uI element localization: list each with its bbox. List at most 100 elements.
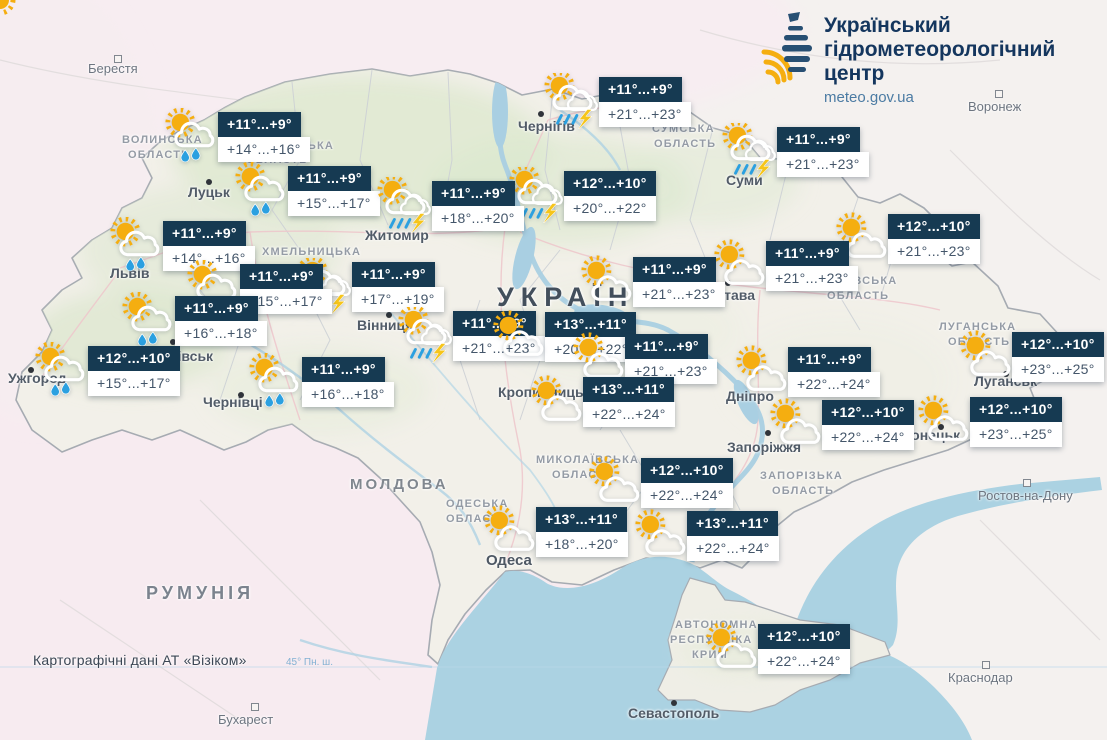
night-temperature: +12°...+10°	[822, 400, 914, 425]
map-label-city-lg: Одеса	[486, 552, 532, 569]
day-temperature: +18°...+20°	[536, 532, 628, 557]
weather-icon-sun	[577, 253, 635, 309]
map-label-city: Чернігів	[518, 118, 575, 134]
day-temperature: +22°...+24°	[641, 483, 733, 508]
map-label-city: Чернівці	[203, 394, 263, 410]
map-label-city: Вінниця	[357, 317, 414, 333]
city-marker-dot	[28, 367, 34, 373]
weather-badge: +11°...+9° +15°...+17°	[288, 166, 380, 216]
weather-badge: +13°...+11° +18°...+20°	[536, 507, 628, 557]
day-temperature: +21°...+23°	[777, 152, 869, 177]
weather-badge: +12°...+10° +21°...+23°	[888, 214, 980, 264]
day-temperature: +22°...+24°	[583, 402, 675, 427]
weather-icon-sun	[702, 620, 760, 676]
weather-badge: +11°...+9° +21°...+23°	[633, 257, 725, 307]
city-marker-dot	[538, 111, 544, 117]
weather-icon-sun	[956, 328, 1014, 384]
weather-badge: +12°...+10° +15°...+17°	[88, 346, 180, 396]
map-label-region: ОБЛАСТЬ	[654, 138, 717, 150]
city-marker-dot	[170, 339, 176, 345]
weather-icon-sun	[732, 343, 790, 399]
night-temperature: +11°...+9°	[788, 347, 871, 372]
day-temperature: +22°...+24°	[687, 536, 779, 561]
weather-icon-sun	[631, 507, 689, 563]
map-label-city: Запоріжжя	[727, 439, 802, 455]
weather-badge: +11°...+9° +16°...+18°	[175, 296, 267, 346]
map-label-foreign: Бухарест	[218, 712, 274, 727]
night-temperature: +13°...+11°	[536, 507, 627, 532]
city-marker-square	[114, 55, 122, 63]
org-name-line-1: Український	[824, 14, 951, 37]
hydromet-logo-icon	[761, 12, 812, 85]
night-temperature: +11°...+9°	[633, 257, 716, 282]
day-temperature: +16°...+18°	[175, 321, 267, 346]
night-temperature: +12°...+10°	[564, 171, 656, 196]
map-label-region: ЗАПОРІЗЬКА	[760, 470, 844, 482]
day-temperature: +23°...+25°	[1012, 357, 1104, 382]
night-temperature: +11°...+9°	[240, 264, 323, 289]
city-marker-dot	[238, 392, 244, 398]
weather-badge: +12°...+10° +22°...+24°	[822, 400, 914, 450]
map-label-region: ОДЕСЬКА	[446, 498, 509, 510]
day-temperature: +21°...+23°	[633, 282, 725, 307]
day-temperature: +21°...+23°	[888, 239, 980, 264]
night-temperature: +13°...+11°	[545, 312, 636, 337]
weather-icon-storm	[543, 73, 601, 129]
weather-icon-sun	[480, 503, 538, 559]
night-temperature: +11°...+9°	[777, 127, 860, 152]
night-temperature: +11°...+9°	[625, 334, 708, 359]
night-temperature: +12°...+10°	[1012, 332, 1104, 357]
map-label-city: Суми	[726, 172, 763, 188]
weather-badge: +11°...+9° +21°...+23°	[625, 334, 717, 384]
weather-badge: +11°...+9° +21°...+23°	[777, 127, 869, 177]
weather-badge: +11°...+9° +14°...+16°	[163, 221, 255, 271]
weather-badge: +12°...+10° +23°...+25°	[1012, 332, 1104, 382]
night-temperature: +11°...+9°	[163, 221, 246, 246]
weather-badge: +12°...+10° +22°...+24°	[641, 458, 733, 508]
map-label-region: ОБЛАСТЬ	[772, 485, 835, 497]
map-label-region: ОБЛАСТЬ	[827, 290, 890, 302]
night-temperature: +12°...+10°	[88, 346, 180, 371]
weather-badge: +13°...+11° +22°...+24°	[687, 511, 779, 561]
weather-badge: +11°...+9° +22°...+24°	[788, 347, 880, 397]
day-temperature: +14°...+16°	[218, 137, 310, 162]
day-temperature: +15°...+17°	[288, 191, 380, 216]
weather-icon-sun	[766, 396, 824, 452]
night-temperature: +11°...+9°	[352, 262, 435, 287]
map-label-region: ОБЛАСТЬ	[128, 149, 191, 161]
map-label-city: Луцьк	[188, 184, 230, 200]
city-marker-dot	[938, 424, 944, 430]
map-label-region: ЛУГАНСЬКА	[939, 321, 1017, 333]
city-marker-dot	[765, 430, 771, 436]
map-label-city: Ужгород	[8, 370, 67, 386]
night-temperature: +11°...+9°	[766, 241, 849, 266]
day-temperature: +22°...+24°	[788, 372, 880, 397]
night-temperature: +13°...+11°	[687, 511, 778, 536]
weather-icon-storm	[376, 177, 434, 233]
weather-icon-sun	[585, 454, 643, 510]
night-temperature: +12°...+10°	[758, 624, 850, 649]
map-label-country-sm: МОЛДОВА	[350, 476, 449, 493]
latitude-label: 45° Пн. ш.	[286, 657, 333, 668]
night-temperature: +11°...+9°	[599, 77, 682, 102]
weather-icon-rain	[246, 353, 304, 409]
weather-badge: +12°...+10° +20°...+22°	[564, 171, 656, 221]
map-label-city: Дніпро	[726, 388, 774, 404]
map-label-region: ХМЕЛЬНИЦЬКА	[262, 246, 362, 258]
weather-badge: +11°...+9° +18°...+20°	[432, 181, 524, 231]
city-marker-dot	[206, 179, 212, 185]
day-temperature: +23°...+25°	[970, 422, 1062, 447]
map-label-city: Севастополь	[628, 705, 720, 721]
day-temperature: +16°...+18°	[302, 382, 394, 407]
day-temperature: +21°...+23°	[599, 102, 691, 127]
city-marker-square	[251, 703, 259, 711]
day-temperature: +18°...+20°	[432, 206, 524, 231]
weather-icon-rain	[232, 162, 290, 218]
weather-badge: +11°...+9° +14°...+16°	[218, 112, 310, 162]
map-attribution: Картографічні дані АТ «Візіком»	[33, 652, 247, 668]
org-name-line-2: гідрометеорологічний	[824, 38, 1056, 61]
night-temperature: +11°...+9°	[218, 112, 301, 137]
weather-badge: +12°...+10° +23°...+25°	[970, 397, 1062, 447]
day-temperature: +22°...+24°	[758, 649, 850, 674]
weather-icon-rain	[162, 108, 220, 164]
